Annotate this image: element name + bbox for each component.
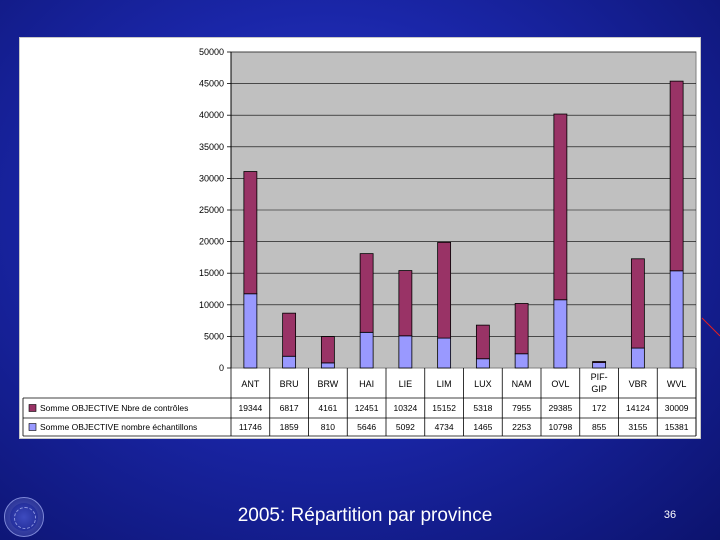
table-cell-row-1-brw: 810 bbox=[321, 422, 335, 432]
bar-ovl-series-1 bbox=[553, 113, 568, 301]
category-label-wvl: WVL bbox=[667, 379, 687, 389]
table-cell-row-0-lux: 5318 bbox=[473, 403, 492, 413]
category-label-brw: BRW bbox=[317, 379, 338, 389]
bar-lie-series-1 bbox=[398, 270, 413, 337]
accent-line bbox=[701, 317, 720, 337]
bar-lie-series-0 bbox=[398, 335, 413, 369]
table-cell-row-1-nam: 2253 bbox=[512, 422, 531, 432]
category-label-lux: LUX bbox=[474, 379, 492, 389]
ytick-label-40000: 40000 bbox=[199, 110, 224, 120]
table-cell-row-0-lie: 10324 bbox=[394, 403, 418, 413]
category-label-vbr: VBR bbox=[629, 379, 648, 389]
category-label-pif-gip-line-1: GIP bbox=[591, 384, 607, 394]
table-cell-row-0-pif-gip: 172 bbox=[592, 403, 606, 413]
ytick-label-0: 0 bbox=[219, 363, 224, 373]
bar-nam-series-1 bbox=[514, 303, 529, 355]
ytick-label-35000: 35000 bbox=[199, 142, 224, 152]
table-cell-row-1-ovl: 10798 bbox=[549, 422, 573, 432]
category-label-lim: LIM bbox=[437, 379, 452, 389]
bar-hai-series-1 bbox=[359, 253, 374, 333]
bar-ovl-series-0 bbox=[553, 299, 568, 369]
table-cell-row-0-lim: 15152 bbox=[432, 403, 456, 413]
table-cell-row-0-hai: 12451 bbox=[355, 403, 379, 413]
table-cell-row-0-bru: 6817 bbox=[280, 403, 299, 413]
table-cell-row-1-bru: 1859 bbox=[280, 422, 299, 432]
table-cell-row-1-lux: 1465 bbox=[473, 422, 492, 432]
bar-pif-gip-series-1 bbox=[592, 361, 607, 363]
legend-swatch-row-1 bbox=[28, 423, 37, 431]
chart-panel: 0 5000 10000 15000 20000 25000 30000 35000 40000… bbox=[20, 38, 700, 438]
table-cell-row-0-brw: 4161 bbox=[318, 403, 337, 413]
category-label-ant: ANT bbox=[241, 379, 260, 389]
ytick-label-45000: 45000 bbox=[199, 79, 224, 89]
bar-bru-series-0 bbox=[282, 355, 297, 369]
bar-lim-series-1 bbox=[437, 241, 452, 339]
bar-ant-series-0 bbox=[243, 293, 258, 369]
ytick-label-25000: 25000 bbox=[199, 205, 224, 215]
table-cell-row-1-lim: 4734 bbox=[435, 422, 454, 432]
table-cell-row-1-wvl: 15381 bbox=[665, 422, 689, 432]
table-cell-row-1-vbr: 3155 bbox=[628, 422, 647, 432]
ytick-label-15000: 15000 bbox=[199, 268, 224, 278]
stacked-bar-chart: 0 5000 10000 15000 20000 25000 30000 35000 40000… bbox=[22, 47, 697, 437]
table-cell-row-0-ant: 19344 bbox=[239, 403, 263, 413]
table-cell-row-1-lie: 5092 bbox=[396, 422, 415, 432]
legend-label-row-1: Somme OBJECTIVE nombre échantillons bbox=[40, 422, 197, 432]
bar-bru-series-1 bbox=[282, 312, 297, 357]
slide-caption: 2005: Répartition par province bbox=[237, 505, 493, 526]
category-label-ovl: OVL bbox=[551, 379, 569, 389]
legend-label-row-0: Somme OBJECTIVE Nbre de contrôles bbox=[40, 403, 188, 413]
bar-brw-series-1 bbox=[320, 336, 335, 364]
bar-hai-series-0 bbox=[359, 331, 374, 369]
bar-wvl-series-0 bbox=[669, 270, 684, 369]
bar-brw-series-0 bbox=[320, 362, 335, 369]
ytick-label-50000: 50000 bbox=[199, 47, 224, 57]
bar-lim-series-0 bbox=[437, 337, 452, 369]
table-cell-row-1-hai: 5646 bbox=[357, 422, 376, 432]
seal-inner-ring bbox=[14, 507, 36, 529]
ytick-label-30000: 30000 bbox=[199, 173, 224, 183]
ytick-label-10000: 10000 bbox=[199, 300, 224, 310]
category-label-lie: LIE bbox=[399, 379, 413, 389]
circular-seal-icon bbox=[4, 497, 44, 537]
bar-nam-series-0 bbox=[514, 353, 529, 369]
category-label-bru: BRU bbox=[280, 379, 299, 389]
bar-ant-series-1 bbox=[243, 171, 258, 295]
table-cell-row-0-vbr: 14124 bbox=[626, 403, 650, 413]
table-cell-row-1-ant: 11746 bbox=[239, 422, 262, 432]
table-cell-row-0-ovl: 29385 bbox=[549, 403, 573, 413]
bar-lux-series-1 bbox=[475, 324, 490, 360]
page-number: 36 bbox=[663, 509, 677, 521]
category-label-nam: NAM bbox=[512, 379, 532, 389]
bar-vbr-series-0 bbox=[630, 347, 645, 369]
bar-wvl-series-1 bbox=[669, 80, 684, 272]
legend-swatch-row-0 bbox=[28, 404, 37, 412]
bar-vbr-series-1 bbox=[630, 258, 645, 349]
bar-pif-gip-series-0 bbox=[592, 362, 607, 369]
table-cell-row-0-nam: 7955 bbox=[512, 403, 531, 413]
bar-lux-series-0 bbox=[475, 358, 490, 369]
table-cell-row-1-pif-gip: 855 bbox=[592, 422, 606, 432]
category-label-hai: HAI bbox=[359, 379, 374, 389]
table-cell-row-0-wvl: 30009 bbox=[665, 403, 689, 413]
ytick-label-5000: 5000 bbox=[204, 331, 224, 341]
category-label-pif-gip-line-0: PIF- bbox=[591, 372, 608, 382]
ytick-label-20000: 20000 bbox=[199, 237, 224, 247]
